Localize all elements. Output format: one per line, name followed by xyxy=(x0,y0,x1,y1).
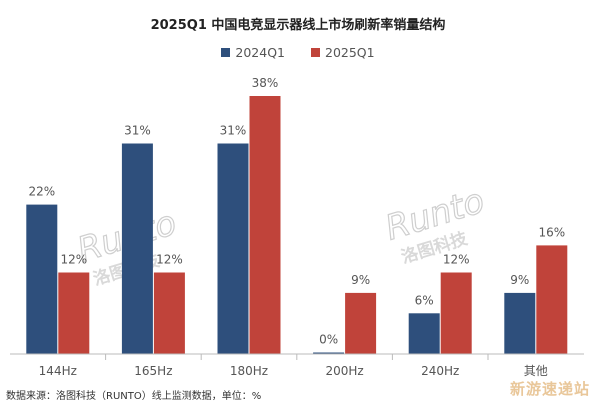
source-note: 数据来源：洛图科技（RUNTO）线上监测数据，单位：% xyxy=(6,391,262,402)
data-label-2025q1-4: 12% xyxy=(443,253,470,267)
bar-2024q1-3 xyxy=(313,352,345,354)
x-tick-label-3: 200Hz xyxy=(325,364,363,378)
data-label-2024q1-1: 31% xyxy=(124,124,151,138)
legend: 2024Q1 2025Q1 xyxy=(0,45,596,60)
data-label-2025q1-1: 12% xyxy=(156,253,183,267)
data-label-2024q1-3: 0% xyxy=(319,333,338,347)
legend-label-2025q1: 2025Q1 xyxy=(325,45,375,60)
legend-item-2024q1: 2024Q1 xyxy=(221,45,285,60)
x-tick-label-1: 165Hz xyxy=(134,364,172,378)
data-label-2024q1-2: 31% xyxy=(220,124,247,138)
bar-2024q1-1 xyxy=(121,143,153,354)
data-label-2024q1-4: 6% xyxy=(415,293,434,307)
legend-label-2024q1: 2024Q1 xyxy=(235,45,285,60)
bar-2024q1-5 xyxy=(504,292,536,354)
data-label-2025q1-5: 16% xyxy=(538,225,565,239)
data-label-2024q1-5: 9% xyxy=(510,273,529,287)
bar-2025q1-4 xyxy=(440,272,472,354)
x-tick-label-0: 144Hz xyxy=(39,364,77,378)
chart-title: 2025Q1 中国电竞显示器线上市场刷新率销量结构 xyxy=(150,18,446,33)
bar-2025q1-5 xyxy=(536,245,568,354)
data-label-2025q1-2: 38% xyxy=(252,76,279,90)
bar-2024q1-0 xyxy=(26,204,58,354)
legend-swatch-2024q1 xyxy=(221,48,231,57)
bars-layer xyxy=(26,96,568,354)
data-label-2025q1-0: 12% xyxy=(60,253,87,267)
data-label-2024q1-0: 22% xyxy=(28,185,55,199)
bar-2024q1-4 xyxy=(408,313,440,354)
legend-swatch-2025q1 xyxy=(311,48,320,57)
site-watermark: 新游速递站 xyxy=(509,380,590,398)
bar-2024q1-2 xyxy=(217,143,249,354)
legend-item-2025q1: 2025Q1 xyxy=(311,45,375,60)
bar-2025q1-1 xyxy=(153,272,185,354)
data-label-2025q1-3: 9% xyxy=(351,273,370,287)
bar-2025q1-0 xyxy=(58,272,90,354)
x-tick-label-4: 240Hz xyxy=(421,364,459,378)
x-ticks-layer: 144Hz 165Hz 180Hz 200Hz 240Hz 其他 xyxy=(39,354,548,378)
data-labels-layer: 22% 12% 31% 12% 31% 38% 0% 9% 6% 12% 9% 16% xyxy=(28,76,565,347)
x-tick-label-2: 180Hz xyxy=(230,364,268,378)
bar-2025q1-2 xyxy=(249,96,281,354)
bar-2025q1-3 xyxy=(345,292,377,354)
x-tick-label-5: 其他 xyxy=(524,364,548,378)
